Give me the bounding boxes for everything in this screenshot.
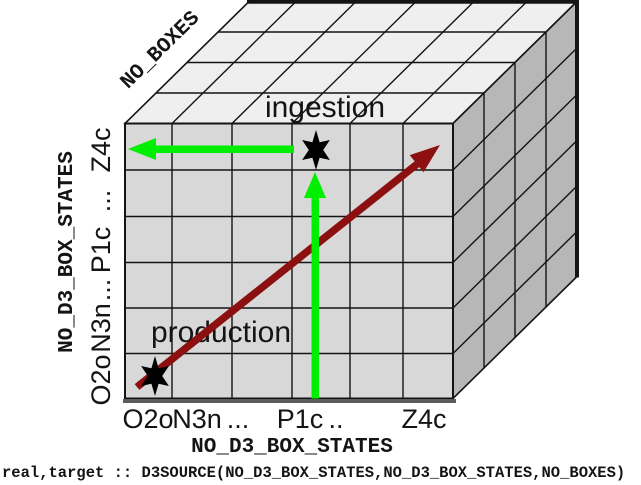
ingestion-arrow-left [128,138,294,160]
production-star-marker [141,356,169,396]
x-tick-dots-left: ... [227,404,250,434]
ingestion-arrow-up [304,172,326,399]
x-tick-o2o: O2o [122,404,173,434]
y-tick-p1c: P1c [86,227,116,274]
y-axis: NO_D3_BOX_STATES Z4c ... P1c ... N3n O2o [56,127,116,405]
x-tick-n3n: N3n [172,404,222,434]
y-tick-z4c: Z4c [86,127,116,172]
y-tick-dots-lower: ... [86,279,116,302]
y-axis-title: NO_D3_BOX_STATES [56,151,79,353]
y-tick-o2o: O2o [86,354,116,405]
ingestion-star-marker [302,130,330,170]
x-tick-dots-right: .. [328,404,343,434]
ingestion-arrow-up-head [304,172,326,198]
fortran-declaration: real,target :: D3SOURCE(NO_D3_BOX_STATES… [2,464,625,482]
x-axis: O2o N3n ... P1c .. Z4c NO_D3_BOX_STATES [122,404,446,459]
cube-heavy-edges [123,0,579,403]
x-tick-z4c: Z4c [401,404,446,434]
x-axis-title: NO_D3_BOX_STATES [191,436,393,459]
ingestion-arrow-up-shaft [311,196,319,399]
production-arrow [134,145,440,390]
y-tick-n3n: N3n [86,303,116,353]
x-tick-p1c: P1c [277,404,324,434]
production-arrow-head [409,145,440,173]
annotation-ingestion: ingestion [265,91,385,124]
y-tick-dots-upper: ... [86,190,116,213]
production-arrow-shaft [134,158,424,390]
cube-grid-lines [125,1,578,399]
ingestion-arrow-left-shaft [152,145,294,153]
ingestion-arrow-left-head [128,138,156,160]
